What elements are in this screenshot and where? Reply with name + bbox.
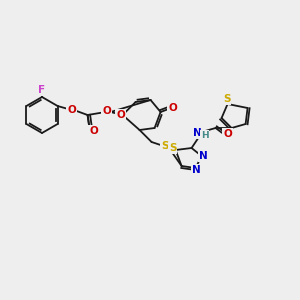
- Text: S: S: [161, 141, 168, 151]
- Text: O: O: [67, 105, 76, 115]
- Text: N: N: [192, 165, 201, 175]
- Text: S: S: [223, 94, 230, 104]
- Text: N: N: [199, 151, 208, 161]
- Text: O: O: [168, 103, 177, 113]
- Text: F: F: [38, 85, 46, 95]
- Text: O: O: [102, 106, 111, 116]
- Text: H: H: [201, 130, 208, 140]
- Text: O: O: [116, 110, 125, 120]
- Text: O: O: [223, 129, 232, 139]
- Text: O: O: [89, 126, 98, 136]
- Text: S: S: [169, 143, 176, 153]
- Text: N: N: [193, 128, 202, 138]
